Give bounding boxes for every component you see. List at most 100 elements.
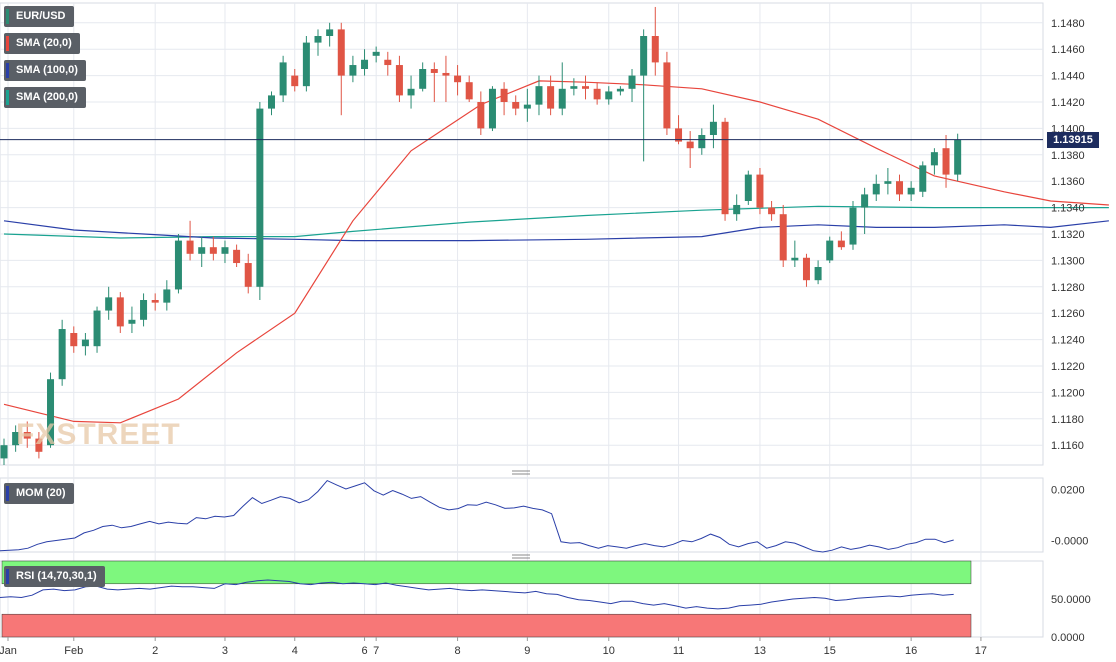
candle-body [791, 257, 799, 261]
candle-body [907, 187, 915, 195]
candle-body [651, 36, 659, 63]
rsi-line [0, 579, 954, 610]
x-tick-label: 11 [673, 645, 684, 657]
mom-swatch [6, 486, 9, 501]
candle-body [186, 240, 194, 254]
candle-body [326, 29, 334, 36]
candle-body [477, 102, 485, 129]
x-tick-label: 4 [292, 645, 298, 657]
candle-body [930, 152, 938, 166]
y-tick-label: 1.1460 [1051, 44, 1085, 56]
candle-body [593, 88, 601, 100]
candle-body [535, 86, 543, 105]
candle-body [302, 42, 310, 87]
candle-body [605, 91, 613, 100]
rsi-oversold-band [1, 613, 972, 638]
candle-body [337, 29, 345, 76]
x-tick-label: 8 [455, 645, 461, 657]
x-tick-label: 13 [754, 645, 766, 657]
rsi-swatch [6, 569, 9, 584]
y-tick-label: 1.1220 [1051, 361, 1085, 373]
pane-resize-handle-1[interactable] [512, 470, 530, 475]
candle-body [826, 240, 834, 261]
candle-body [442, 72, 450, 76]
fxstreet-watermark: FXSTREET [16, 418, 181, 451]
y-tick-label: 1.1440 [1051, 71, 1085, 83]
candle-body [744, 174, 752, 201]
candle-body [140, 300, 148, 320]
candle-body [105, 297, 113, 311]
mom-line [0, 479, 954, 553]
candle-body [640, 36, 648, 76]
sma200-swatch [6, 90, 9, 105]
legend-sma200[interactable]: SMA (200,0) [4, 87, 86, 108]
x-tick-label: 2 [152, 645, 158, 657]
y-tick-label: 1.1160 [1051, 440, 1084, 452]
legend-sma100[interactable]: SMA (100,0) [4, 60, 86, 81]
y-tick-label: 1.1260 [1051, 308, 1085, 320]
y-tick-label: 1.1360 [1051, 176, 1085, 188]
candle-body [582, 86, 589, 89]
candle-body [0, 445, 8, 459]
candle-body [768, 207, 776, 215]
candle-body [12, 432, 20, 446]
mom-label: MOM (20) [16, 487, 66, 499]
candle-body [47, 379, 55, 446]
candle-body [686, 141, 694, 149]
candle-body [942, 148, 950, 175]
symbol-swatch [6, 9, 9, 24]
candle-body [954, 139, 962, 175]
candle-body [570, 86, 578, 89]
y-tick-label: 1.1200 [1051, 387, 1085, 399]
candle-body [256, 108, 264, 287]
candle-body [384, 59, 392, 66]
last-price-label: 1.13915 [1047, 132, 1099, 148]
pane-resize-handle-2[interactable] [512, 554, 530, 559]
sma20-label: SMA (20,0) [16, 37, 72, 49]
y-tick-label: 1.1240 [1051, 335, 1085, 347]
y-tick-label: 1.1280 [1051, 282, 1085, 294]
x-tick-label: 10 [603, 645, 615, 657]
candle-body [919, 165, 927, 192]
candle-body [872, 183, 880, 195]
x-tick-label: Jan [0, 645, 17, 657]
x-tick-label: Feb [64, 645, 83, 657]
candle-body [198, 247, 206, 254]
candle-body [558, 88, 566, 109]
symbol-label: EUR/USD [16, 10, 66, 22]
candle-body [698, 135, 706, 149]
y-tick-label: 1.1320 [1051, 229, 1085, 241]
mom-tag[interactable]: MOM (20) [4, 483, 74, 504]
candle-body [163, 289, 171, 303]
candle-body [547, 86, 555, 109]
candle-body [221, 247, 229, 254]
y-tick-label: 1.1340 [1051, 203, 1085, 215]
candle-body [465, 82, 473, 100]
candle-body [663, 62, 671, 129]
y-tick-label: 1.1420 [1051, 97, 1085, 109]
x-tick-label: 7 [373, 645, 379, 657]
candle-body [802, 257, 810, 281]
sma100-label: SMA (100,0) [16, 64, 78, 76]
candle-body [884, 181, 892, 184]
y-tick-label: 1.1300 [1051, 255, 1085, 267]
sma200-label: SMA (200,0) [16, 91, 78, 103]
candle-body [93, 310, 101, 347]
legend-sma20[interactable]: SMA (20,0) [4, 33, 80, 54]
symbol-tag[interactable]: EUR/USD [4, 6, 74, 27]
x-tick-label: 15 [824, 645, 836, 657]
rsi-tag[interactable]: RSI (14,70,30,1) [4, 566, 105, 587]
candle-body [721, 121, 729, 215]
x-tick-label: 3 [222, 645, 228, 657]
candle-body [488, 88, 496, 129]
candle-body [709, 121, 717, 135]
sma20-swatch [6, 36, 9, 51]
x-tick-label: 6 [361, 645, 367, 657]
candle-body [349, 65, 357, 76]
mom-pane[interactable] [0, 477, 1044, 553]
y-tick-label: 1.1380 [1051, 150, 1085, 162]
candle-body [395, 65, 403, 96]
candle-body [779, 214, 787, 261]
candle-body [81, 339, 89, 347]
